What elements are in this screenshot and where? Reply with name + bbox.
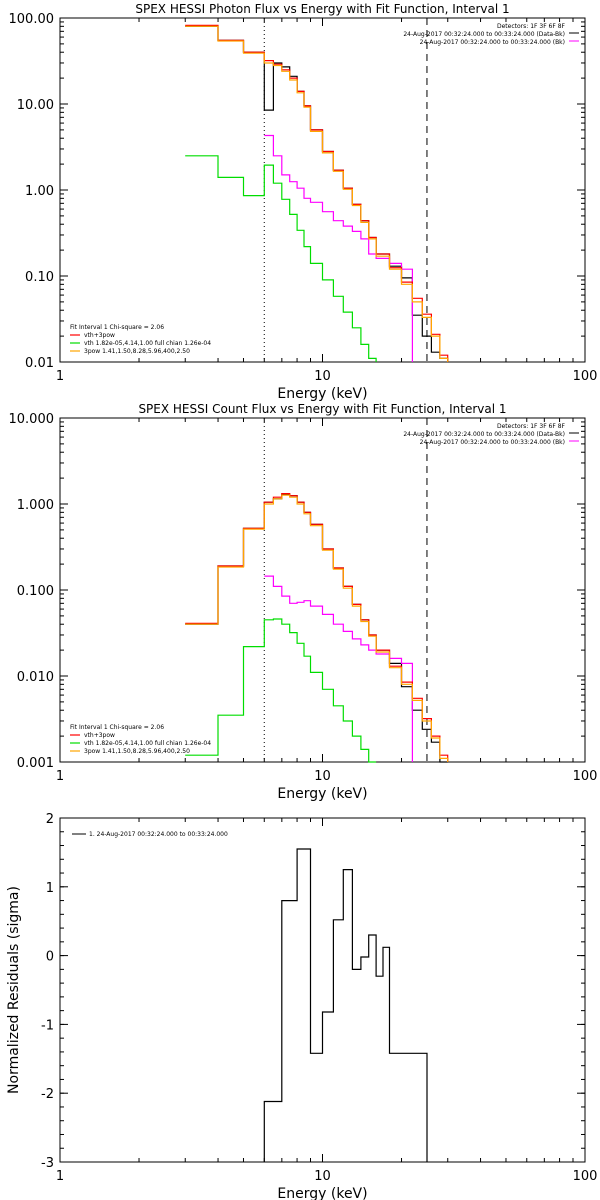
chart2-legend-label-2: 3pow 1.41,1.50,8.28,5.96,400,2.50 [84, 748, 190, 755]
chart1-legend-title: Fit Interval 1 Chi-square = 2.06 [70, 324, 164, 331]
chart1-series-vth-line [185, 155, 377, 362]
chart1-y-tick-label-0: 0.01 [25, 356, 54, 371]
chart2-y-tick-label-0: 0.001 [17, 756, 54, 771]
chart1-x-tick-label-0: 1 [56, 369, 64, 384]
chart1-info-line-2: 24-Aug-2017 00:32:24.000 to 00:33:24.000… [420, 39, 565, 46]
chart3-y-tick-label-2: -1 [41, 1018, 54, 1033]
chart1-series-model-line [185, 24, 449, 362]
chart3-x-tick-label-1: 10 [314, 1169, 331, 1184]
chart3-x-tick-label-0: 1 [56, 1169, 64, 1184]
chart1-legend-label-1: vth 1.82e-05,4.14,1.00 full chian 1.26e-… [84, 340, 211, 347]
chart1-x-axis-label: Energy (keV) [277, 386, 367, 402]
chart2-plot-frame [59, 417, 586, 763]
chart3-x-tick-label-2: 100 [573, 1169, 598, 1184]
chart2-y-tick-label-1: 0.010 [17, 670, 54, 685]
chart3-series-residuals-line [263, 848, 428, 1162]
chart1-series-data-line [185, 25, 449, 362]
chart2-legend-label-0: vth+3pow [84, 732, 115, 739]
chart3-y-tick-label-4: 1 [46, 881, 54, 896]
chart1-y-tick-label-4: 100.00 [9, 12, 55, 27]
chart2-series-model-line [185, 493, 449, 762]
chart3-y-tick-label-0: -3 [41, 1156, 54, 1171]
chart1-plot-frame [59, 17, 586, 363]
chart2-y-tick-label-3: 1.000 [17, 498, 54, 513]
chart2-y-tick-label-2: 0.100 [17, 584, 54, 599]
chart3-y-tick-label-3: 0 [46, 950, 54, 965]
chart2-series-3pow-line [185, 494, 449, 762]
chart3-x-axis-label: Energy (keV) [277, 1186, 367, 1200]
chart2-info-line-0: Detectors: 1F 3F 6F 8F [497, 423, 566, 430]
chart1-series-3pow-line [185, 25, 449, 362]
chart3-y-tick-label-5: 2 [46, 812, 54, 827]
chart2-series-background-line [264, 575, 413, 762]
chart1-x-tick-label-1: 10 [314, 369, 331, 384]
chart1-y-tick-label-3: 10.00 [17, 98, 54, 113]
chart1-y-tick-label-2: 1.00 [25, 184, 54, 199]
chart2-x-axis-label: Energy (keV) [277, 786, 367, 802]
chart2-title: SPEX HESSI Count Flux vs Energy with Fit… [138, 402, 506, 416]
chart2-x-tick-label-0: 1 [56, 769, 64, 784]
chart2-series-vth-line [185, 618, 377, 763]
chart3-legend-label-0: 1. 24-Aug-2017 00:32:24.000 to 00:33:24.… [89, 831, 228, 838]
chart3-y-axis-label: Normalized Residuals (sigma) [6, 886, 22, 1094]
chart2-legend-label-1: vth 1.82e-05,4.14,1.00 full chian 1.26e-… [84, 740, 211, 747]
chart1-title: SPEX HESSI Photon Flux vs Energy with Fi… [135, 2, 509, 16]
chart2-x-tick-label-2: 100 [573, 769, 598, 784]
chart1-legend-label-0: vth+3pow [84, 332, 115, 339]
chart1-x-tick-label-2: 100 [573, 369, 598, 384]
chart1-legend-label-2: 3pow 1.41,1.50,8.28,5.96,400,2.50 [84, 348, 190, 355]
chart2-info-line-1: 24-Aug-2017 00:32:24.000 to 00:33:24.000… [403, 431, 565, 438]
chart2-y-tick-label-4: 10.000 [9, 412, 55, 427]
chart2-info-line-2: 24-Aug-2017 00:32:24.000 to 00:33:24.000… [420, 439, 565, 446]
chart2-x-tick-label-1: 10 [314, 769, 331, 784]
chart1-info-line-0: Detectors: 1F 3F 6F 8F [497, 23, 566, 30]
chart1-series-background-line [264, 134, 413, 362]
chart3-y-tick-label-1: -2 [41, 1087, 54, 1102]
chart1-y-tick-label-1: 0.10 [25, 270, 54, 285]
chart2-series-data-line [185, 493, 448, 763]
chart2-legend-title: Fit Interval 1 Chi-square = 2.06 [70, 724, 164, 731]
chart3-plot-frame [59, 817, 586, 1163]
chart1-info-line-1: 24-Aug-2017 00:32:24.000 to 00:33:24.000… [403, 31, 565, 38]
